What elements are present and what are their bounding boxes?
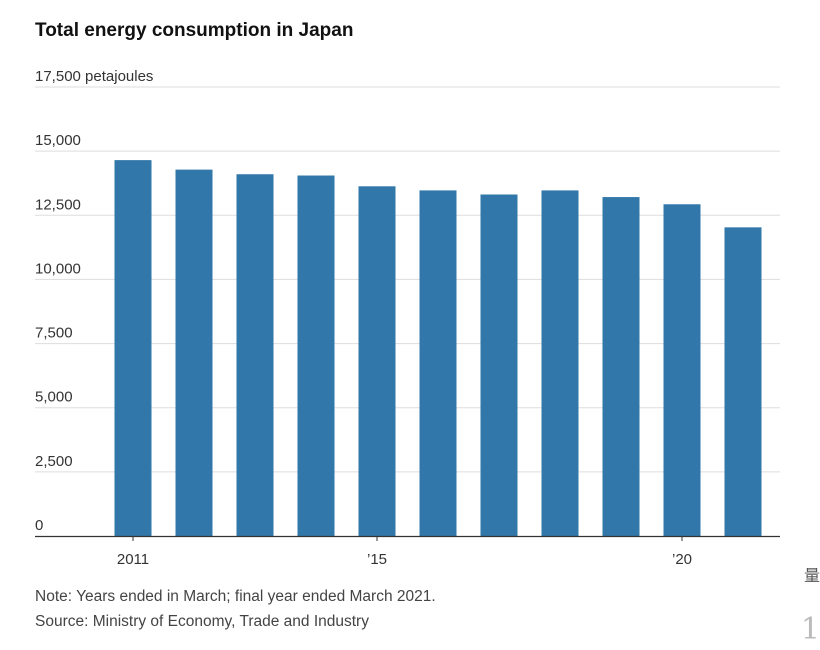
y-tick-label: 2,500 (35, 453, 73, 470)
bar-2019 (602, 197, 640, 536)
source-text: Source: Ministry of Economy, Trade and I… (35, 613, 369, 630)
bar-2015 (358, 186, 396, 536)
bar-2013 (236, 174, 274, 536)
y-tick-label: 7,500 (35, 325, 73, 342)
x-tick-label: 2011 (117, 551, 149, 568)
edge-text-fragment: 量 (803, 566, 820, 585)
bar-2011 (114, 160, 152, 536)
bar-2017 (480, 194, 518, 537)
y-tick-label: 17,500 petajoules (35, 68, 153, 85)
y-tick-label: 5,000 (35, 389, 73, 406)
bar-2012 (175, 169, 213, 536)
edge-text-fragment: 1 (800, 612, 820, 647)
bar-2020 (663, 204, 701, 536)
x-tick-label: ’20 (672, 551, 692, 568)
y-tick-label: 12,500 (35, 196, 81, 213)
chart-notes: Note: Years ended in March; final year e… (35, 584, 436, 634)
chart-title: Total energy consumption in Japan (35, 20, 354, 41)
y-tick-label: 10,000 (35, 260, 81, 277)
bar-2016 (419, 190, 457, 536)
x-tick-label: ’15 (367, 551, 387, 568)
bar-2021 (724, 227, 762, 536)
note-text: Note: Years ended in March; final year e… (35, 588, 436, 605)
bar-2014 (297, 175, 335, 536)
bar-2018 (541, 190, 579, 536)
y-tick-label: 0 (35, 517, 43, 534)
y-tick-label: 15,000 (35, 132, 81, 149)
